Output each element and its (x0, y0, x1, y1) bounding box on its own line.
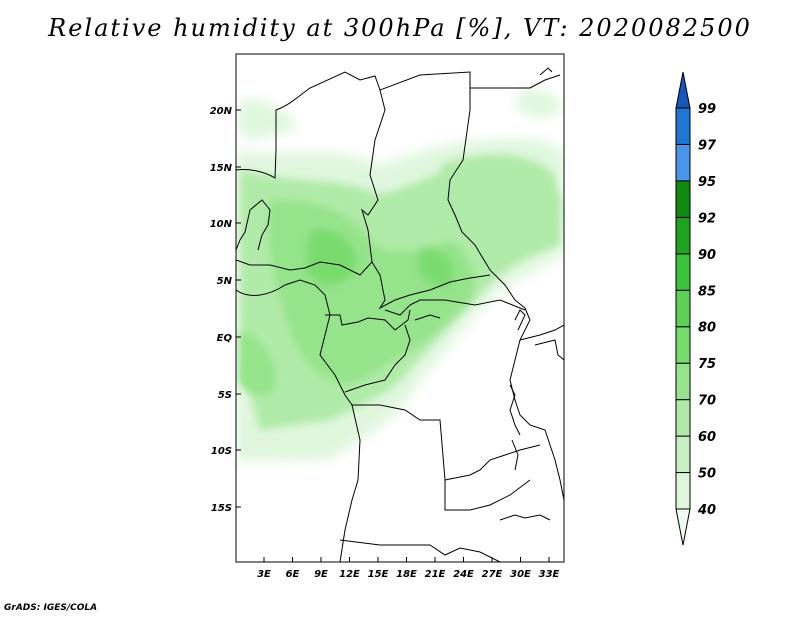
lat-tick-label: 5S (218, 390, 232, 401)
colorbar-level-label: 75 (698, 357, 716, 372)
grads-credit: GrADS: IGES/COLA (4, 603, 98, 613)
colorbar-level-label: 92 (698, 211, 716, 226)
lon-tick-label: 12E (339, 569, 360, 580)
colorbar-lower-arrow (675, 508, 691, 546)
colorbar-level-label: 70 (698, 394, 716, 409)
colorbar-level-label: 99 (698, 102, 716, 117)
colorbar-level-label: 50 (698, 467, 716, 482)
lat-tick-label: EQ (217, 333, 233, 344)
lat-tick-label: 15S (211, 503, 232, 514)
colorbar-segment (675, 399, 691, 437)
lon-tick-label: 21E (425, 569, 446, 580)
lon-tick-label: 3E (257, 569, 271, 580)
lat-tick-label: 15N (210, 163, 233, 174)
lat-tick-label: 10N (210, 219, 233, 230)
colorbar-segment (675, 253, 691, 291)
lon-tick-label: 27E (482, 569, 503, 580)
lat-axis: 20N 15N 10N 5N EQ 5S 10S 15S (210, 106, 241, 514)
colorbar-segment (675, 362, 691, 401)
humidity-region-light-northeast (515, 88, 564, 120)
colorbar-segment (675, 180, 691, 218)
colorbar-segment (675, 435, 691, 474)
lon-tick-label: 9E (314, 569, 328, 580)
humidity-field (236, 88, 564, 463)
humidity-region-light-north (236, 99, 300, 140)
lon-tick-label: 18E (396, 569, 417, 580)
colorbar-segment (675, 107, 691, 145)
chart-title: Relative humidity at 300hPa [%], VT: 202… (48, 14, 752, 42)
colorbar-segment (675, 326, 691, 364)
lat-tick-label: 10S (211, 446, 232, 457)
colorbar-level-label: 85 (698, 284, 716, 299)
colorbar-segment (675, 216, 691, 255)
colorbar-level-label: 95 (698, 175, 716, 190)
colorbar-level-label: 60 (698, 430, 716, 445)
colorbar: 40 50 60 70 75 80 85 90 92 95 97 99 (675, 71, 717, 546)
colorbar-segment (675, 143, 691, 182)
colorbar-level-label: 80 (698, 321, 716, 336)
country-borders (236, 67, 564, 562)
colorbar-segment (675, 472, 691, 510)
lon-tick-label: 6E (286, 569, 300, 580)
colorbar-level-label: 97 (698, 138, 717, 153)
lon-axis: 3E 6E 9E 12E 15E 18E 21E 24E 27E 30E 33E (257, 557, 560, 580)
humidity-region-high-west (238, 330, 276, 396)
colorbar-upper-arrow (675, 71, 691, 109)
colorbar-level-label: 90 (698, 248, 716, 263)
lon-tick-label: 15E (368, 569, 389, 580)
map-frame (235, 53, 565, 563)
lon-tick-label: 30E (510, 569, 531, 580)
lon-tick-label: 24E (453, 569, 474, 580)
lon-tick-label: 33E (539, 569, 560, 580)
humidity-region-mid-east (440, 154, 556, 230)
humidity-region-core (305, 229, 356, 285)
lat-tick-label: 20N (210, 106, 233, 117)
colorbar-segment (675, 289, 691, 328)
humidity-region-core-2 (418, 249, 454, 287)
lat-tick-label: 5N (217, 276, 233, 287)
colorbar-level-label: 40 (697, 503, 716, 518)
